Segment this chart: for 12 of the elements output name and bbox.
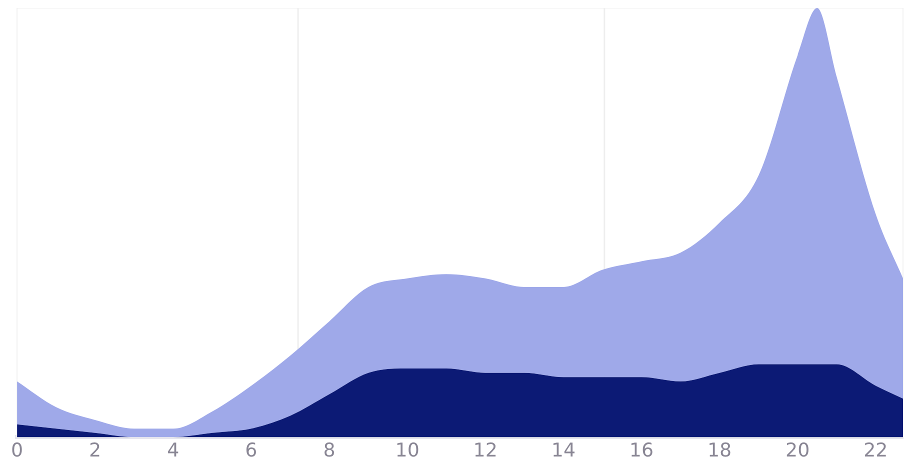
x-tick-label: 18 xyxy=(707,440,732,462)
x-tick-label: 8 xyxy=(323,440,336,462)
x-tick-label: 14 xyxy=(551,440,576,462)
x-tick-label: 4 xyxy=(167,440,180,462)
x-tick-label: 0 xyxy=(10,440,24,462)
x-tick-label: 22 xyxy=(864,440,888,462)
x-tick-label: 20 xyxy=(786,440,810,462)
x-tick-label: 6 xyxy=(245,440,258,462)
x-tick-label: 16 xyxy=(629,440,654,462)
x-tick-label: 12 xyxy=(473,440,498,462)
x-tick-label: 2 xyxy=(89,440,102,462)
x-tick-label: 10 xyxy=(395,440,420,462)
